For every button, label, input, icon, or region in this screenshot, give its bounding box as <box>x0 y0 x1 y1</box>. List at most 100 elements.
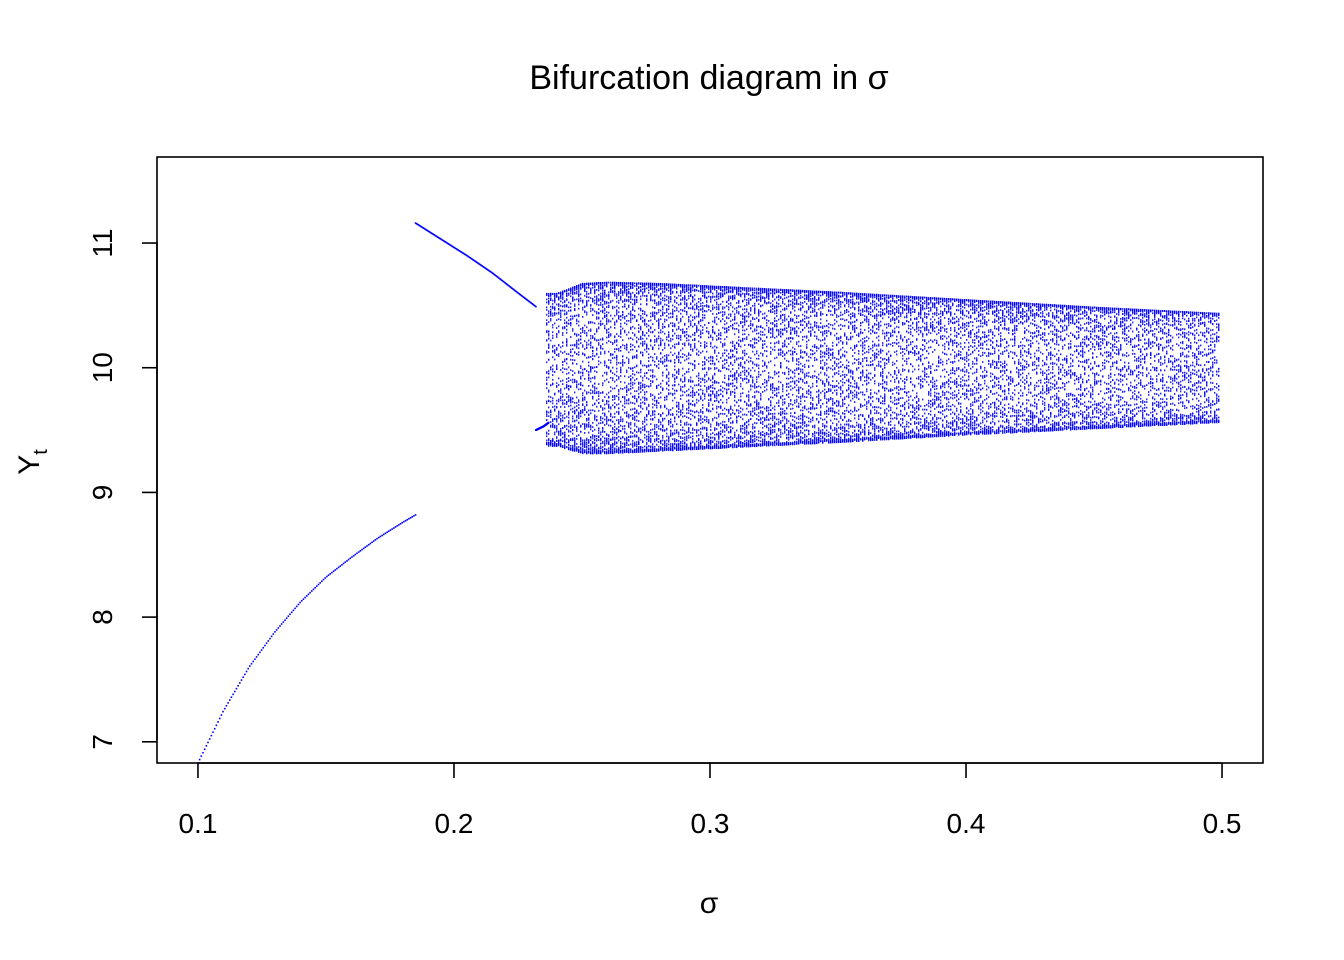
band-point <box>582 439 584 442</box>
band-point <box>560 368 562 371</box>
band-point <box>574 439 576 441</box>
band-point <box>652 346 654 349</box>
band-point <box>588 371 590 373</box>
band-point <box>676 343 678 346</box>
band-point <box>580 424 582 427</box>
band-point <box>682 386 684 388</box>
band-point <box>654 302 656 305</box>
band-point <box>684 442 686 445</box>
band-point <box>652 447 654 449</box>
band-point <box>664 284 666 287</box>
band-point <box>572 447 574 450</box>
band-point <box>662 374 664 377</box>
band-point <box>564 413 566 415</box>
band-point <box>634 373 636 376</box>
band-point <box>650 437 652 440</box>
band-point <box>676 404 678 407</box>
band-point <box>676 440 678 443</box>
band-point <box>612 396 614 399</box>
band-point <box>672 425 674 428</box>
band-point <box>682 284 684 286</box>
branch-point <box>203 748 206 751</box>
band-point <box>676 449 678 451</box>
band-point <box>672 392 674 395</box>
band-point <box>636 319 638 322</box>
band-point <box>708 422 710 424</box>
band-point <box>716 313 718 316</box>
band-point <box>682 343 684 345</box>
band-point <box>570 439 572 441</box>
band-point <box>572 359 574 361</box>
band-point <box>612 452 614 455</box>
band-point <box>554 349 556 352</box>
band-point <box>598 429 600 432</box>
band-point <box>600 431 602 434</box>
band-point <box>714 363 716 366</box>
band-point <box>600 344 602 347</box>
branch-point <box>267 640 270 642</box>
band-point <box>550 421 552 424</box>
band-point <box>626 385 628 387</box>
band-point <box>672 443 674 445</box>
band-point <box>564 289 566 292</box>
branch-point <box>220 714 223 716</box>
band-point <box>552 420 554 422</box>
band-point <box>564 406 566 408</box>
branch-point <box>415 222 418 225</box>
band-point <box>680 349 682 352</box>
band-point <box>602 289 604 292</box>
band-point <box>628 439 630 442</box>
band-point <box>702 406 704 409</box>
band-point <box>608 400 610 403</box>
band-point <box>662 287 664 290</box>
band-point <box>584 389 586 392</box>
band-point <box>568 377 570 379</box>
band-point <box>716 399 718 402</box>
band-point <box>606 294 608 297</box>
band-point <box>624 444 626 446</box>
band-point <box>660 285 662 288</box>
band-point <box>628 312 630 315</box>
band-point <box>684 429 686 432</box>
band-point <box>548 315 550 318</box>
branch-point <box>202 751 204 754</box>
band-point <box>632 283 634 286</box>
band-point <box>618 377 620 380</box>
band-point <box>594 445 596 448</box>
band-point <box>550 396 552 399</box>
band-point <box>704 291 706 294</box>
band-point <box>662 443 664 446</box>
band-point <box>702 310 704 313</box>
band-point <box>654 318 656 320</box>
band-point <box>700 377 702 380</box>
band-point <box>550 292 552 295</box>
band-point <box>714 436 716 439</box>
branch-point <box>498 277 500 279</box>
band-point <box>648 436 650 438</box>
band-point <box>656 434 658 437</box>
band-point <box>650 287 652 290</box>
branch-point <box>299 601 301 604</box>
band-point <box>712 286 714 289</box>
band-point <box>596 448 598 451</box>
band-point <box>640 298 642 301</box>
band-point <box>608 366 610 369</box>
band-point <box>632 449 634 452</box>
branch-point <box>207 741 209 744</box>
band-point <box>702 399 704 402</box>
band-point <box>690 379 692 382</box>
band-point <box>566 325 568 327</box>
band-point <box>610 444 612 447</box>
band-point <box>670 429 672 432</box>
band-point <box>640 290 642 293</box>
band-point <box>694 403 696 406</box>
band-point <box>614 323 616 326</box>
band-point <box>640 371 642 374</box>
band-point <box>674 295 676 298</box>
band-point <box>712 384 714 387</box>
branch-point <box>451 245 454 248</box>
band-point <box>712 336 714 339</box>
band-point <box>714 320 716 323</box>
band-point <box>578 388 580 391</box>
band-point <box>634 441 636 444</box>
